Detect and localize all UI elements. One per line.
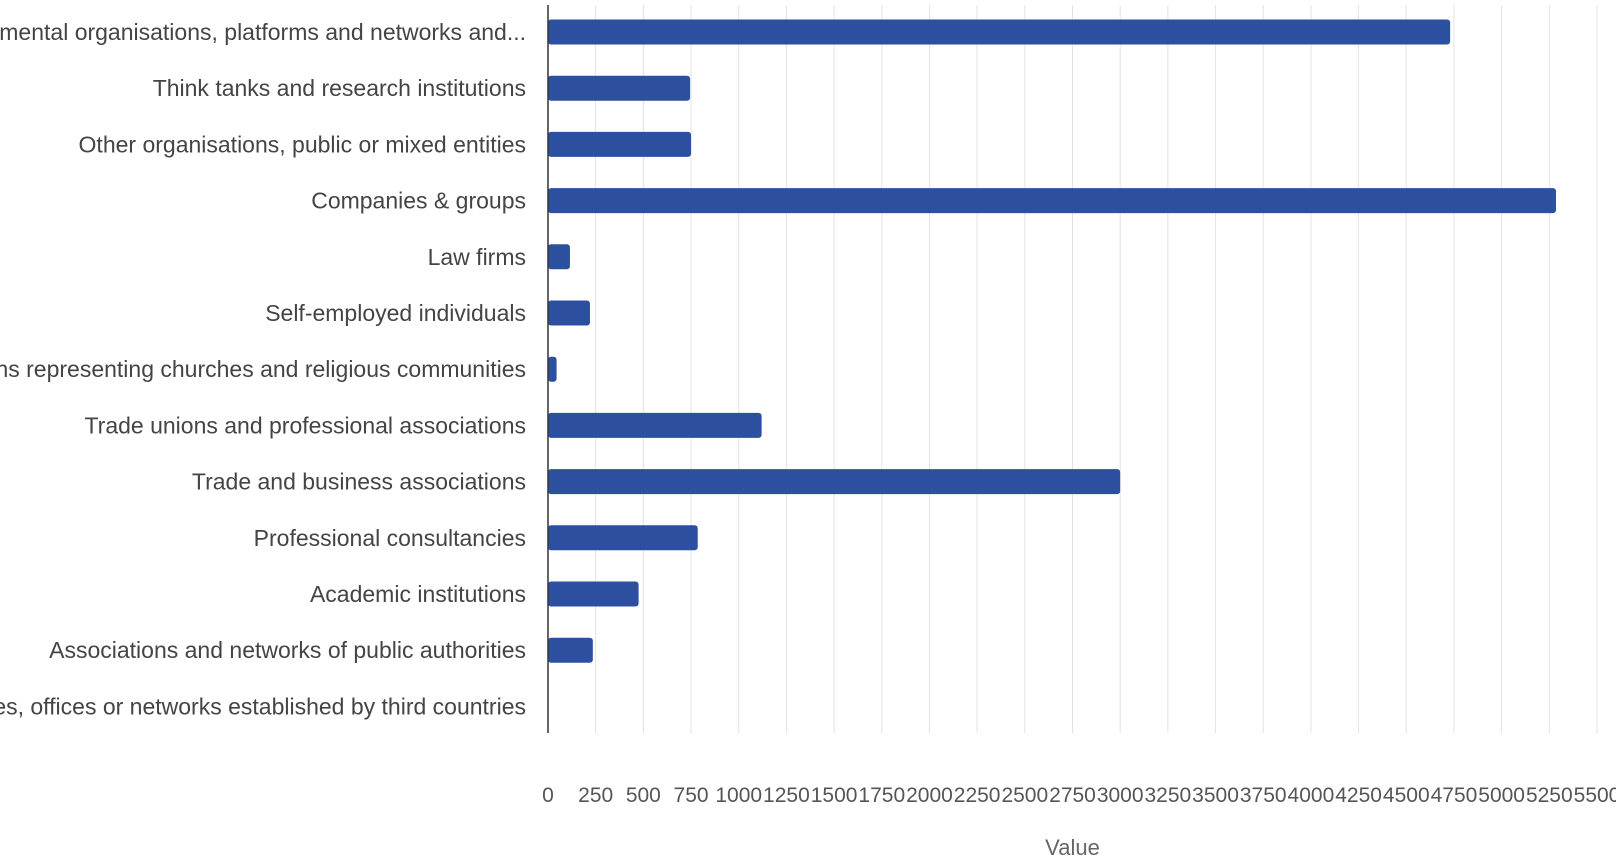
bar[interactable] [548, 131, 692, 157]
bar[interactable] [548, 188, 1556, 214]
bar[interactable] [548, 19, 1451, 45]
x-tick-labels: 0 250 500 750 1000 1250 1500 1750 2000 2250 2500 27… [542, 784, 1616, 807]
x-tick-label: 5250 [1526, 784, 1573, 807]
bar[interactable] [548, 525, 698, 551]
x-tick-label: 1750 [858, 784, 905, 807]
x-tick-label: 4250 [1335, 784, 1382, 807]
category-labels: Non-governmental organisations, platform… [0, 19, 526, 719]
x-tick-label: 3750 [1240, 784, 1287, 807]
bars [548, 19, 1556, 663]
x-tick-label: 5000 [1478, 784, 1525, 807]
x-tick-label: 5500 [1574, 784, 1616, 807]
bar[interactable] [548, 637, 593, 663]
bar[interactable] [548, 581, 639, 607]
category-label: Organisations representing churches and … [0, 356, 526, 382]
x-tick-label: 1500 [811, 784, 858, 807]
category-label: Trade and business associations [192, 469, 526, 495]
x-tick-label: 0 [542, 784, 554, 807]
bar[interactable] [548, 75, 691, 101]
category-label: Law firms [428, 244, 526, 270]
category-label: Other organisations, public or mixed ent… [79, 131, 526, 157]
category-label: Companies & groups [311, 188, 526, 214]
category-label: Associations and networks of public auth… [49, 637, 526, 663]
x-tick-label: 750 [674, 784, 709, 807]
category-label: Academic institutions [310, 581, 526, 607]
x-tick-label: 500 [626, 784, 661, 807]
x-tick-label: 3250 [1145, 784, 1192, 807]
x-tick-label: 3000 [1097, 784, 1144, 807]
category-label: Professional consultancies [254, 525, 526, 551]
category-label: Non-governmental organisations, platform… [0, 19, 526, 45]
bar[interactable] [548, 244, 570, 270]
x-tick-label: 2000 [906, 784, 953, 807]
category-label: Self-employed individuals [265, 300, 526, 326]
gridlines [595, 5, 1598, 733]
bar[interactable] [548, 356, 557, 382]
category-label: Trade unions and professional associatio… [84, 412, 526, 438]
bar[interactable] [548, 300, 590, 326]
x-tick-label: 2500 [1001, 784, 1048, 807]
x-axis-title: Value [1045, 835, 1100, 860]
bar[interactable] [548, 412, 762, 438]
x-tick-label: 1250 [763, 784, 810, 807]
x-tick-label: 2750 [1049, 784, 1096, 807]
category-label: Think tanks and research institutions [153, 75, 526, 101]
x-tick-label: 250 [578, 784, 613, 807]
x-tick-label: 4750 [1431, 784, 1478, 807]
x-tick-label: 4000 [1288, 784, 1335, 807]
bar[interactable] [548, 469, 1121, 495]
x-tick-label: 1000 [715, 784, 762, 807]
x-tick-label: 3500 [1192, 784, 1239, 807]
x-tick-label: 4500 [1383, 784, 1430, 807]
x-tick-label: 2250 [954, 784, 1001, 807]
category-label: Entities, offices or networks establishe… [0, 693, 526, 719]
